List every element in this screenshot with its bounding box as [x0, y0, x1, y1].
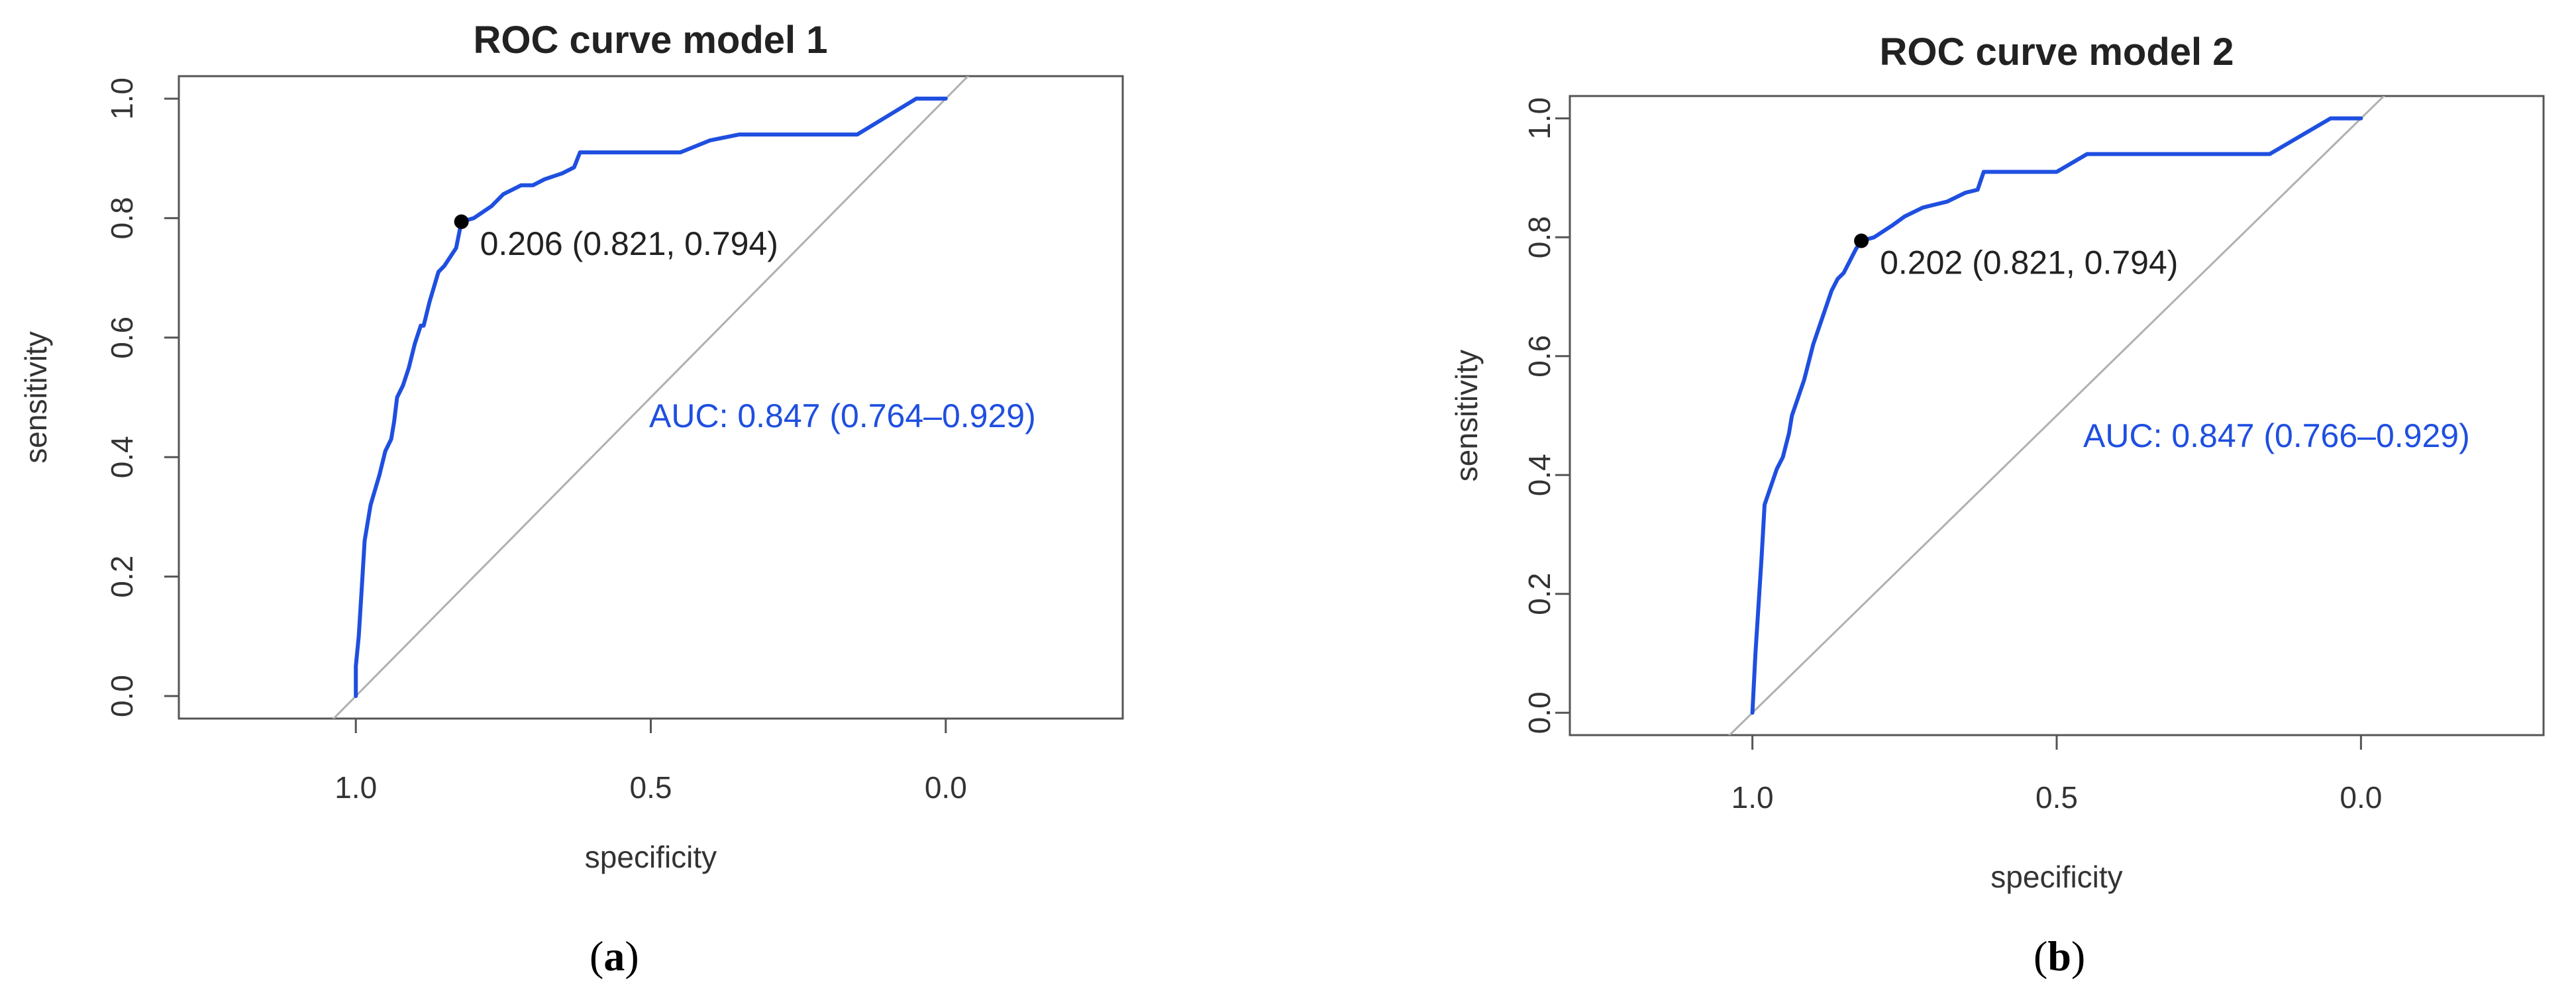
roc-panel-a: ROC curve model 1 0.0 0.2 0.4 0.6 0.8 1.0 1.0 0.… [19, 19, 1124, 979]
y-tick-label: 0.2 [105, 556, 139, 598]
y-axis-label: sensitivity [1449, 350, 1484, 481]
x-axis-label: specificity [1990, 860, 2122, 894]
y-tick-label: 0.4 [1522, 454, 1557, 496]
x-tick-label: 0.5 [630, 770, 672, 805]
x-tick-label: 0.0 [2340, 780, 2382, 815]
auc-label: AUC: 0.847 (0.764–0.929) [649, 397, 1036, 434]
panel-paren-open: ( [590, 932, 603, 979]
x-tick-label: 1.0 [1731, 780, 1774, 815]
y-tick-label: 0.6 [1522, 335, 1557, 377]
y-tick-label: 0.2 [1522, 573, 1557, 615]
panel-label: (b) [2034, 932, 2085, 979]
panel-paren-open: ( [2034, 932, 2047, 979]
reference-diagonal-line [1727, 96, 2386, 735]
y-axis-label: sensitivity [19, 331, 53, 463]
chart-title: ROC curve model 1 [473, 19, 827, 62]
y-tick-label: 1.0 [1522, 97, 1557, 140]
y-tick-label: 0.8 [1522, 216, 1557, 258]
panel-paren-close: ) [625, 932, 639, 979]
panel-paren-close: ) [2071, 932, 2085, 979]
threshold-annotation: 0.206 (0.821, 0.794) [480, 225, 778, 262]
x-tick-label: 1.0 [335, 770, 377, 805]
y-tick-label: 1.0 [105, 77, 139, 120]
panel-label: (a) [590, 932, 639, 979]
y-tick-label: 0.0 [1522, 691, 1557, 734]
panel-letter: a [603, 932, 625, 979]
x-tick-label: 0.0 [925, 770, 967, 805]
y-tick-label: 0.4 [105, 436, 139, 478]
chart-title: ROC curve model 2 [1879, 30, 2234, 74]
threshold-annotation: 0.202 (0.821, 0.794) [1880, 244, 2178, 281]
y-tick-label: 0.8 [105, 197, 139, 239]
threshold-point [1854, 233, 1869, 248]
panel-letter: b [2047, 932, 2071, 979]
y-tick-label: 0.6 [105, 317, 139, 359]
auc-label: AUC: 0.847 (0.766–0.929) [2083, 417, 2470, 454]
x-axis-label: specificity [585, 840, 717, 874]
roc-panel-b: ROC curve model 2 0.0 0.2 0.4 0.6 0.8 1.0 1.0 0.… [1449, 30, 2545, 979]
y-tick-label: 0.0 [105, 675, 139, 717]
reference-diagonal-line [332, 76, 970, 719]
x-tick-label: 0.5 [2035, 780, 2078, 815]
threshold-point [454, 214, 469, 229]
